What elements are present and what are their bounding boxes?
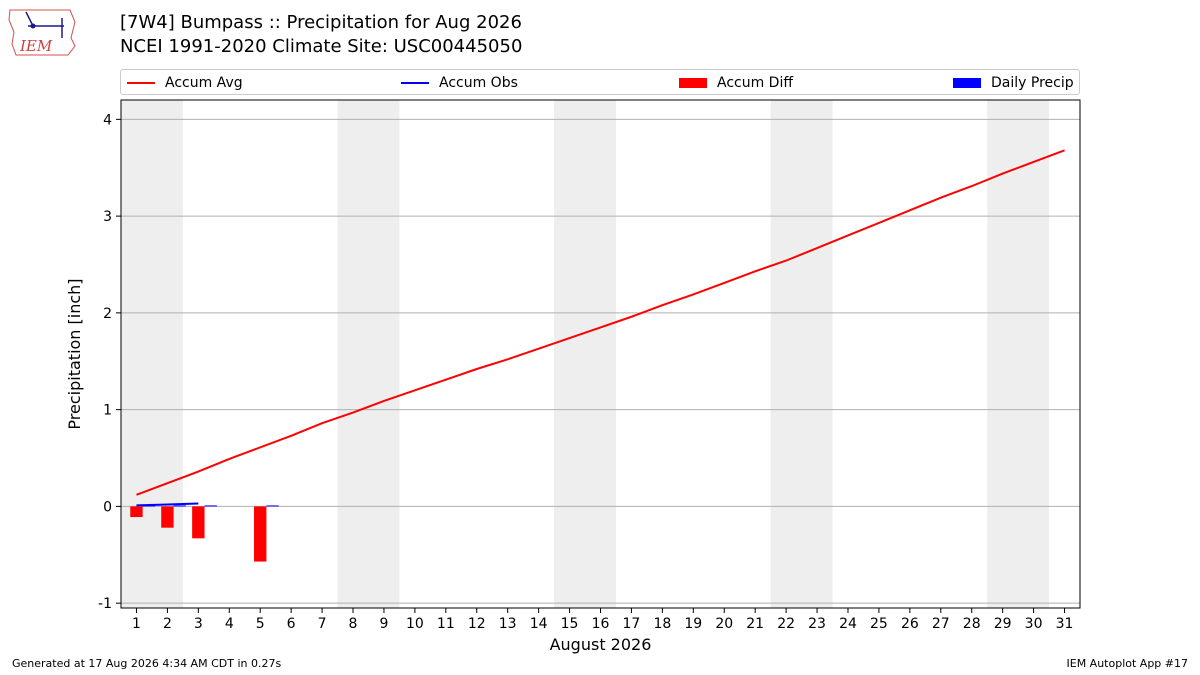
x-tick-label: 26 <box>901 616 919 632</box>
legend-swatch-accum-obs <box>401 82 429 84</box>
x-tick-label: 3 <box>194 616 203 632</box>
x-tick-label: 28 <box>963 616 981 632</box>
footer-generated: Generated at 17 Aug 2026 4:34 AM CDT in … <box>12 657 282 670</box>
footer-app-name: IEM Autoplot App #17 <box>1066 657 1189 670</box>
iowa-state-outline <box>8 9 76 56</box>
x-tick-label: 29 <box>994 616 1012 632</box>
logo-text: IEM <box>19 37 53 55</box>
legend-swatch-daily-precip <box>953 78 981 88</box>
plot-frame <box>120 99 1081 609</box>
legend-item-accum-diff: Accum Diff <box>679 75 793 91</box>
weekend-band-0 <box>121 100 183 608</box>
y-tick-label: 2 <box>103 306 112 322</box>
weekend-band-1 <box>337 100 400 608</box>
weekend-band-4 <box>987 100 1050 608</box>
chart-title: [7W4] Bumpass :: Precipitation for Aug 2… <box>120 12 522 33</box>
legend-item-accum-avg: Accum Avg <box>127 75 243 91</box>
x-tick-label: 14 <box>530 616 548 632</box>
x-tick-label: 23 <box>808 616 826 632</box>
legend-label-accum-obs: Accum Obs <box>439 75 518 91</box>
legend-label-accum-avg: Accum Avg <box>165 75 243 91</box>
accum-diff-bar <box>254 506 267 562</box>
legend-swatch-accum-diff <box>679 78 707 88</box>
x-tick-label: 18 <box>653 616 671 632</box>
x-tick-label: 25 <box>870 616 888 632</box>
x-tick-label: 21 <box>746 616 764 632</box>
daily-precip-bar <box>173 505 186 507</box>
x-tick-label: 10 <box>406 616 424 632</box>
x-tick-label: 16 <box>592 616 610 632</box>
weather-station-mast <box>25 11 34 27</box>
x-tick-label: 24 <box>839 616 857 632</box>
x-tick-label: 4 <box>225 616 234 632</box>
iem-logo: IEM <box>8 9 76 56</box>
x-tick-label: 6 <box>287 616 296 632</box>
y-axis-label: Precipitation [inch] <box>65 278 84 429</box>
x-tick-label: 1 <box>132 616 141 632</box>
x-tick-label: 31 <box>1056 616 1074 632</box>
x-tick-label: 7 <box>318 616 327 632</box>
x-tick-label: 13 <box>499 616 517 632</box>
accum-obs-line <box>136 502 199 507</box>
x-tick-label: 27 <box>932 616 950 632</box>
x-tick-label: 15 <box>561 616 579 632</box>
daily-precip-bar <box>266 505 279 507</box>
legend: Accum Avg Accum Obs Accum Diff Daily Pre… <box>120 69 1080 95</box>
weekend-band-2 <box>554 100 616 608</box>
weekend-band-3 <box>770 100 833 608</box>
y-tick-label: 3 <box>103 209 112 225</box>
accum-diff-bar <box>130 506 143 518</box>
x-tick-label: 17 <box>623 616 641 632</box>
x-tick-label: 11 <box>437 616 455 632</box>
legend-swatch-accum-avg <box>127 82 155 84</box>
y-tick-label: 1 <box>103 403 112 419</box>
x-tick-label: 9 <box>379 616 388 632</box>
accum-diff-bar <box>161 506 174 528</box>
y-tick-label: -1 <box>98 596 112 612</box>
y-tick-label: 4 <box>103 112 112 128</box>
weather-station-sensor <box>30 23 36 29</box>
x-tick-label: 5 <box>256 616 265 632</box>
legend-label-daily-precip: Daily Precip <box>991 75 1074 91</box>
legend-item-accum-obs: Accum Obs <box>401 75 518 91</box>
accum-avg-line <box>136 149 1065 496</box>
legend-item-daily-precip: Daily Precip <box>953 75 1074 91</box>
chart-subtitle: NCEI 1991-2020 Climate Site: USC00445050 <box>120 36 523 57</box>
x-tick-label: 22 <box>777 616 795 632</box>
x-tick-label: 30 <box>1025 616 1043 632</box>
x-tick-label: 19 <box>684 616 702 632</box>
daily-precip-bar <box>204 505 217 507</box>
x-tick-label: 2 <box>163 616 172 632</box>
legend-label-accum-diff: Accum Diff <box>717 75 794 91</box>
y-tick-label: 0 <box>103 499 112 515</box>
x-axis-label: August 2026 <box>550 635 652 654</box>
accum-diff-bar <box>192 506 205 539</box>
x-tick-label: 8 <box>349 616 358 632</box>
x-tick-label: 20 <box>715 616 733 632</box>
x-tick-label: 12 <box>468 616 486 632</box>
